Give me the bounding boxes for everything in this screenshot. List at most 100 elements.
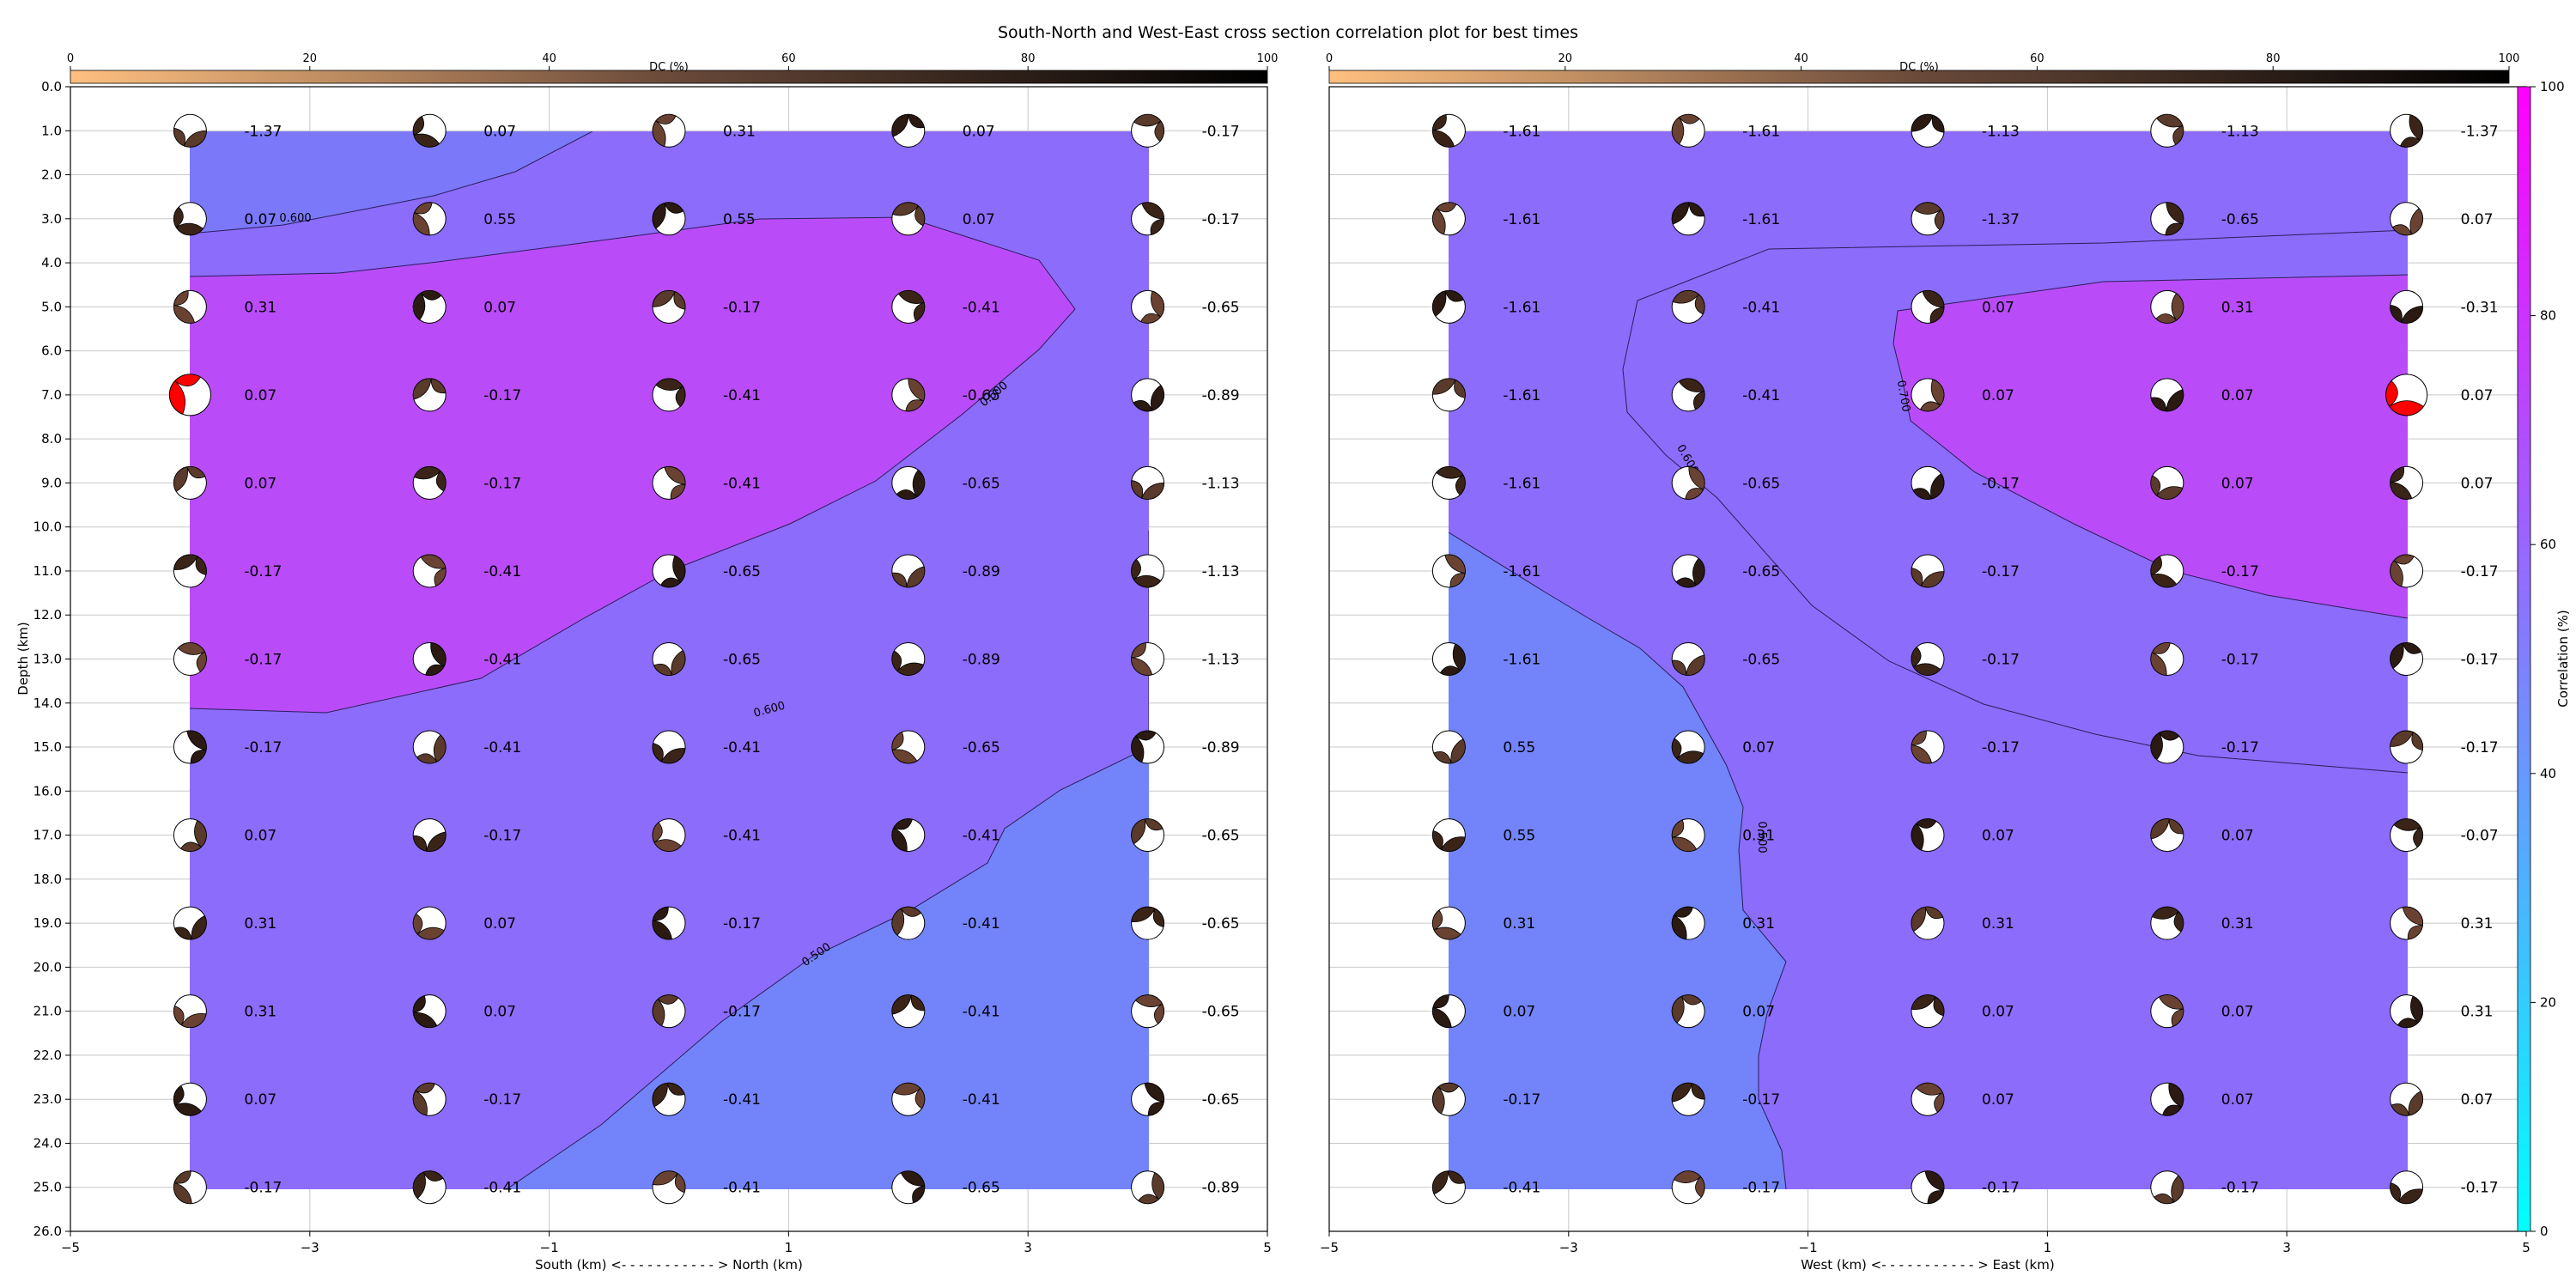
y-tick-label: 16.0 bbox=[33, 783, 62, 799]
contour-line bbox=[190, 131, 593, 234]
beachball-marker bbox=[2150, 465, 2184, 500]
y-tick-label: 20.0 bbox=[33, 959, 62, 975]
contour-label: 0.500 bbox=[1755, 821, 1768, 853]
beachball-marker bbox=[173, 113, 207, 148]
beachball-marker bbox=[1131, 1082, 1165, 1116]
beachball-marker bbox=[173, 730, 207, 764]
cell-value: 0.31 bbox=[2221, 915, 2254, 933]
beachball-marker bbox=[1911, 642, 1945, 676]
dc-tick-label: 100 bbox=[2499, 52, 2520, 65]
beachball-marker bbox=[173, 1082, 207, 1116]
beachball-marker bbox=[652, 818, 686, 853]
beachball-marker bbox=[891, 642, 926, 676]
cell-value: 0.31 bbox=[1503, 915, 1535, 933]
cell-value: 0.55 bbox=[723, 211, 756, 228]
correlation-region-070 bbox=[190, 217, 1075, 713]
cell-value: 0.55 bbox=[1503, 828, 1535, 845]
dc-tick-label: 60 bbox=[781, 52, 796, 65]
correlation-region-050 bbox=[1449, 532, 1905, 1189]
chart-title: South-North and West-East cross section … bbox=[998, 23, 1578, 42]
beachball-marker bbox=[891, 994, 926, 1029]
beachball-marker bbox=[1911, 113, 1945, 148]
dc-tick-label: 60 bbox=[2030, 52, 2044, 65]
cell-value: 0.07 bbox=[1982, 299, 2014, 316]
y-tick-label: 1.0 bbox=[41, 123, 62, 138]
y-tick-label: 25.0 bbox=[33, 1180, 62, 1195]
dc-tick-label: 0 bbox=[67, 52, 74, 65]
correlation-colorbar-label: Correlation (%) bbox=[2555, 610, 2571, 707]
cell-value: 0.31 bbox=[2461, 1004, 2494, 1021]
cell-value: -0.17 bbox=[1982, 739, 2020, 756]
cell-value: 0.07 bbox=[2221, 475, 2254, 492]
beachball-marker bbox=[1911, 202, 1945, 236]
beachball-marker bbox=[1131, 554, 1165, 588]
dc-tick-label: 40 bbox=[542, 52, 556, 65]
x-tick-label: 5 bbox=[2522, 1240, 2530, 1255]
cell-value: -0.89 bbox=[963, 563, 1000, 580]
correlation-region-070 bbox=[1893, 275, 2408, 618]
beachball-marker bbox=[412, 1082, 447, 1116]
beachball-marker bbox=[2390, 465, 2424, 500]
y-tick-label: 12.0 bbox=[33, 607, 62, 623]
cell-value: -0.41 bbox=[483, 1180, 521, 1197]
beachball-marker bbox=[1131, 906, 1165, 940]
beachball-marker bbox=[173, 818, 207, 853]
beachball-marker bbox=[652, 378, 686, 412]
beachball-marker bbox=[1671, 465, 1705, 500]
cell-value: -0.17 bbox=[1202, 211, 1240, 228]
cell-value: -0.17 bbox=[1982, 652, 2020, 669]
beachball-marker bbox=[1671, 554, 1705, 588]
cell-value: -0.41 bbox=[723, 475, 761, 492]
x-tick-label: −5 bbox=[61, 1240, 80, 1255]
colorbar-tick-label: 0 bbox=[2540, 1224, 2549, 1239]
beachball-marker bbox=[173, 994, 207, 1029]
cell-value: 0.07 bbox=[1742, 1004, 1775, 1021]
cell-value: -0.65 bbox=[963, 387, 1000, 404]
cell-value: -0.17 bbox=[2461, 1180, 2499, 1197]
cell-value: -0.17 bbox=[2221, 652, 2259, 669]
beachball-marker bbox=[1431, 554, 1466, 588]
y-tick-label: 9.0 bbox=[41, 475, 62, 490]
cell-value: -0.17 bbox=[244, 739, 282, 756]
beachball-marker bbox=[1131, 642, 1165, 676]
beachball-marker bbox=[652, 730, 686, 764]
beachball-marker bbox=[2390, 1170, 2424, 1205]
cell-value: -0.65 bbox=[1202, 1004, 1240, 1021]
beachball-marker bbox=[1431, 1170, 1466, 1205]
beachball-marker bbox=[652, 289, 686, 324]
cell-value: 0.31 bbox=[244, 299, 276, 316]
y-tick-label: 7.0 bbox=[41, 387, 62, 403]
cell-value: 0.31 bbox=[1982, 915, 2014, 933]
cell-value: -0.65 bbox=[963, 739, 1000, 756]
cell-value: -0.17 bbox=[1742, 1091, 1780, 1109]
cells: -1.37 0.07 0.31 0.07 -0.17 0.07 0.55 0.55 0.07 -0… bbox=[168, 113, 1240, 1205]
cell-value: -1.61 bbox=[1503, 387, 1540, 404]
beachball-marker bbox=[412, 378, 447, 412]
y-tick-label: 0.0 bbox=[41, 79, 62, 94]
cell-value: -1.13 bbox=[1202, 563, 1240, 580]
west-east-panel: 0.700 0.600 0.500 -1.61 -1.61 -1.13 -1.13 -1… bbox=[1320, 52, 2530, 1273]
cell-value: 0.07 bbox=[244, 211, 276, 228]
cell-value: -1.61 bbox=[1503, 563, 1540, 580]
dc-colorbar bbox=[1328, 70, 2510, 84]
cell-value: -0.17 bbox=[2221, 563, 2259, 580]
cell-value: 0.31 bbox=[244, 915, 276, 933]
cell-value: 0.07 bbox=[1742, 739, 1775, 756]
cell-value: -0.17 bbox=[2461, 739, 2499, 756]
y-tick-label: 2.0 bbox=[41, 167, 62, 183]
x-tick-label: −1 bbox=[1799, 1240, 1818, 1255]
beachball-marker bbox=[2150, 202, 2184, 236]
beachball-marker bbox=[2150, 378, 2184, 412]
cell-value: -0.17 bbox=[723, 915, 761, 933]
beachball-marker bbox=[1431, 465, 1466, 500]
correlation-region-low bbox=[507, 531, 1149, 1189]
cell-value: -0.17 bbox=[2221, 739, 2259, 756]
beachball-marker bbox=[1131, 730, 1165, 764]
beachball-marker bbox=[1131, 378, 1165, 412]
cell-value: 0.07 bbox=[483, 123, 516, 140]
cell-value: -1.37 bbox=[244, 123, 282, 140]
cell-value: 0.07 bbox=[963, 211, 995, 228]
cell-value: -1.37 bbox=[2461, 123, 2499, 140]
beachball-marker bbox=[1911, 730, 1945, 764]
